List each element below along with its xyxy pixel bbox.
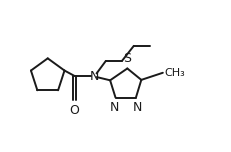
Text: N: N — [89, 69, 99, 83]
Text: CH₃: CH₃ — [164, 68, 185, 78]
Text: N: N — [110, 101, 119, 114]
Text: S: S — [123, 52, 131, 65]
Text: O: O — [70, 104, 79, 117]
Text: N: N — [132, 101, 142, 114]
